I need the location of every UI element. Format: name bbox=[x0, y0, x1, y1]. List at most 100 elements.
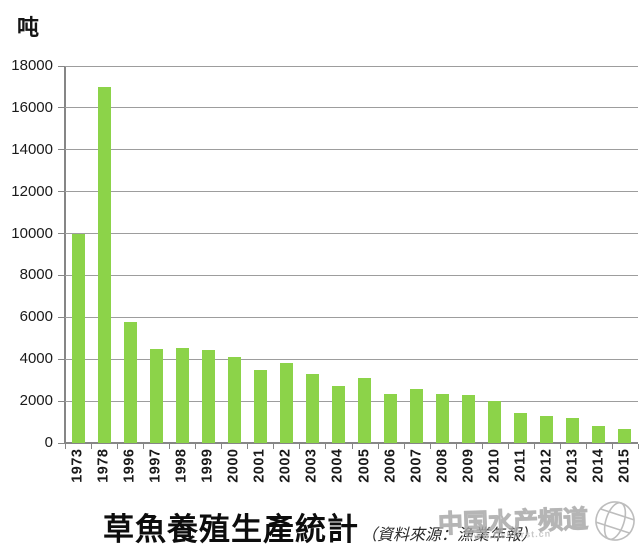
bar-2015 bbox=[618, 429, 632, 443]
y-axis-tick bbox=[58, 316, 65, 318]
x-axis-tick bbox=[481, 444, 483, 449]
x-axis-tick bbox=[169, 444, 171, 449]
x-axis-tick-label: 2000 bbox=[225, 448, 242, 483]
x-axis-tick-label: 1996 bbox=[121, 448, 138, 483]
x-axis-tick-label: 2004 bbox=[329, 448, 346, 483]
bar-2001 bbox=[253, 369, 267, 443]
gridline bbox=[65, 316, 638, 318]
chart-source-note: （資料來源：漁業年報） bbox=[360, 527, 537, 544]
y-axis-tick-label: 0 bbox=[44, 434, 53, 451]
bar-2013 bbox=[566, 417, 580, 443]
y-axis-tick bbox=[58, 149, 65, 151]
bar-2003 bbox=[305, 373, 319, 443]
chart-title: 草魚養殖生產統計 bbox=[102, 512, 359, 547]
x-axis-tick-label: 2002 bbox=[277, 448, 294, 483]
bar-2014 bbox=[592, 426, 606, 443]
x-axis-tick bbox=[403, 444, 405, 449]
x-axis-tick-label: 2009 bbox=[460, 448, 477, 483]
bar-2000 bbox=[227, 357, 241, 443]
x-axis-tick-label: 2010 bbox=[486, 448, 503, 483]
x-axis-tick bbox=[247, 444, 249, 449]
y-axis-tick-label: 10000 bbox=[11, 224, 53, 242]
x-axis-tick-label: 2013 bbox=[564, 448, 581, 483]
x-axis-tick bbox=[221, 444, 223, 449]
gridline bbox=[65, 233, 638, 235]
bar-2005 bbox=[358, 378, 372, 443]
x-axis-tick-label: 1997 bbox=[147, 448, 164, 483]
bar-2010 bbox=[488, 401, 502, 443]
x-axis-tick-label: 1978 bbox=[95, 448, 112, 483]
y-axis-tick bbox=[58, 233, 65, 235]
y-axis-tick bbox=[58, 191, 65, 193]
bar-1978 bbox=[97, 86, 111, 443]
y-axis-tick-label: 2000 bbox=[19, 392, 53, 410]
x-axis-tick bbox=[273, 444, 275, 449]
x-axis-tick bbox=[91, 444, 93, 449]
x-axis-tick-label: 2014 bbox=[590, 448, 607, 483]
gridline bbox=[65, 107, 638, 109]
x-axis-tick-label: 2012 bbox=[538, 448, 555, 483]
x-axis-tick bbox=[117, 444, 119, 449]
bar-2011 bbox=[514, 412, 528, 443]
x-axis-tick bbox=[195, 444, 197, 449]
x-axis-tick-label: 1999 bbox=[199, 448, 216, 483]
gridline bbox=[65, 191, 638, 193]
x-axis-tick-label: 2007 bbox=[408, 448, 425, 483]
x-axis-tick bbox=[65, 444, 66, 449]
x-axis-tick-label: 1973 bbox=[69, 448, 86, 483]
x-axis-tick bbox=[429, 444, 431, 449]
x-axis-tick-label: 2008 bbox=[434, 448, 451, 483]
x-axis-tick-label: 1998 bbox=[173, 448, 190, 483]
x-axis-tick-label: 2005 bbox=[356, 448, 373, 483]
y-axis-tick-label: 12000 bbox=[11, 182, 53, 200]
x-axis-tick bbox=[507, 444, 509, 449]
x-axis-tick bbox=[611, 444, 613, 449]
x-axis-tick bbox=[143, 444, 145, 449]
x-axis-tick bbox=[299, 444, 301, 449]
bar-2006 bbox=[384, 393, 398, 443]
y-axis-unit-label: 吨 bbox=[17, 15, 40, 40]
plot-area: 0 2000 4000 6000 8000 10000 12000 14000 16000 180… bbox=[11, 57, 639, 482]
bar-2002 bbox=[279, 363, 293, 443]
y-axis-tick bbox=[58, 107, 65, 109]
y-axis-line bbox=[64, 66, 66, 443]
x-axis-tick-label: 2015 bbox=[616, 448, 633, 483]
y-axis-tick bbox=[58, 65, 65, 67]
y-axis-tick-label: 16000 bbox=[11, 98, 53, 116]
x-axis-tick-label: 2001 bbox=[251, 448, 268, 483]
gridline bbox=[65, 149, 638, 151]
gridline bbox=[65, 400, 638, 402]
x-axis-tick-label: 2006 bbox=[382, 448, 399, 483]
y-axis-tick bbox=[58, 442, 65, 444]
y-axis-tick-label: 4000 bbox=[19, 350, 53, 368]
x-axis-tick bbox=[455, 444, 457, 449]
x-axis-tick bbox=[559, 444, 561, 449]
bar-1996 bbox=[123, 321, 137, 443]
bar-1973 bbox=[71, 233, 85, 443]
bar-2004 bbox=[331, 386, 345, 443]
y-axis-tick-label: 8000 bbox=[19, 266, 53, 284]
x-axis-tick bbox=[585, 444, 587, 449]
gridline bbox=[65, 358, 638, 360]
bar-2007 bbox=[410, 388, 424, 443]
bar-1997 bbox=[149, 348, 163, 443]
x-axis-line bbox=[64, 442, 638, 444]
y-axis-tick-label: 18000 bbox=[11, 57, 53, 74]
bar-2009 bbox=[462, 394, 476, 443]
x-axis-tick-label: 2011 bbox=[512, 448, 529, 482]
bar-2012 bbox=[540, 415, 554, 443]
bar-1998 bbox=[175, 347, 189, 443]
chart-title-row: 草魚養殖生產統計 （資料來源：漁業年報） bbox=[0, 504, 640, 549]
bar-1999 bbox=[201, 349, 215, 443]
x-axis-tick bbox=[325, 444, 327, 449]
bar-2008 bbox=[436, 393, 450, 443]
x-axis-tick bbox=[533, 444, 535, 449]
y-axis-tick bbox=[58, 400, 65, 402]
x-axis-tick-label: 2003 bbox=[303, 448, 320, 483]
gridline bbox=[65, 65, 638, 67]
y-axis-tick bbox=[58, 274, 65, 276]
x-axis-tick bbox=[638, 444, 639, 449]
y-axis-tick bbox=[58, 358, 65, 360]
y-axis-tick-label: 14000 bbox=[11, 140, 53, 158]
